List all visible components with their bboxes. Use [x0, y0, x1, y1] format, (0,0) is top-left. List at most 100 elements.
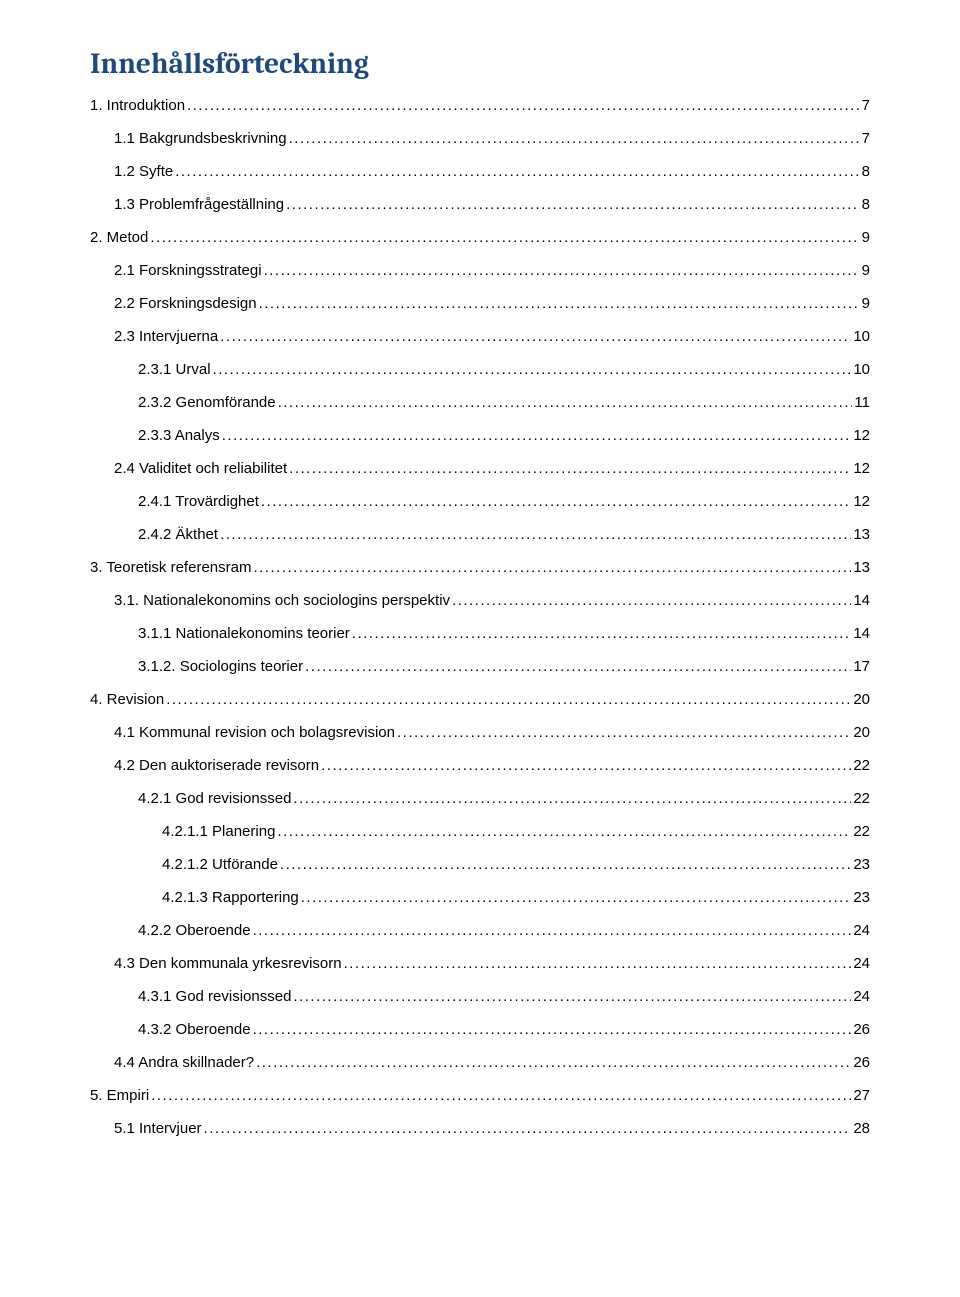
toc-entry[interactable]: 4.2 Den auktoriserade revisorn22 [90, 755, 870, 776]
toc-entry[interactable]: 4.2.1 God revisionssed22 [90, 788, 870, 809]
toc-entry-leader [151, 1085, 851, 1106]
toc-entry-label: 1.3 Problemfrågeställning [114, 194, 284, 215]
toc-entry-leader [321, 755, 851, 776]
toc-entry-leader [278, 392, 853, 413]
toc-entry-leader [280, 854, 851, 875]
toc-entry-page: 20 [853, 689, 870, 710]
toc-entry[interactable]: 5. Empiri27 [90, 1085, 870, 1106]
toc-entry[interactable]: 2.3.2 Genomförande 11 [90, 392, 870, 413]
toc-entry-page: 22 [853, 788, 870, 809]
toc-entry[interactable]: 4.2.2 Oberoende24 [90, 920, 870, 941]
toc-entry-leader [187, 95, 860, 116]
toc-entry-label: 2.3.3 Analys [138, 425, 220, 446]
toc-entry[interactable]: 4.3.2 Oberoende26 [90, 1019, 870, 1040]
toc-entry-leader [253, 557, 851, 578]
toc-entry-page: 28 [853, 1118, 870, 1139]
toc-entry-leader [293, 788, 851, 809]
toc-entry-leader [286, 194, 860, 215]
toc-entry-label: 2.4.2 Äkthet [138, 524, 218, 545]
toc-entry[interactable]: 4.3 Den kommunala yrkesrevisorn24 [90, 953, 870, 974]
toc-entry-leader [204, 1118, 852, 1139]
toc-entry-page: 10 [853, 359, 870, 380]
toc-entry[interactable]: 3.1.2. Sociologins teorier17 [90, 656, 870, 677]
toc-entry-page: 8 [862, 161, 870, 182]
toc-entry[interactable]: 2.4 Validitet och reliabilitet 12 [90, 458, 870, 479]
toc-entry[interactable]: 2.3.3 Analys12 [90, 425, 870, 446]
toc-list: 1. Introduktion71.1 Bakgrundsbeskrivning… [90, 95, 870, 1139]
toc-entry-leader [222, 425, 852, 446]
toc-entry-label: 2.2 Forskningsdesign [114, 293, 257, 314]
toc-entry-page: 12 [853, 491, 870, 512]
toc-entry-label: 2. Metod [90, 227, 148, 248]
toc-entry[interactable]: 3. Teoretisk referensram13 [90, 557, 870, 578]
toc-entry-leader [305, 656, 851, 677]
toc-entry-label: 1.2 Syfte [114, 161, 173, 182]
toc-entry-label: 3.1. Nationalekonomins och sociologins p… [114, 590, 450, 611]
toc-entry-label: 4.4 Andra skillnader? [114, 1052, 254, 1073]
toc-entry-label: 5. Empiri [90, 1085, 149, 1106]
toc-entry-label: 4.2.1.3 Rapportering [162, 887, 299, 908]
toc-entry-page: 12 [853, 458, 870, 479]
toc-entry-leader [452, 590, 851, 611]
toc-entry-page: 23 [853, 887, 870, 908]
toc-entry-label: 2.4 Validitet och reliabilitet [114, 458, 287, 479]
toc-entry[interactable]: 2.4.2 Äkthet13 [90, 524, 870, 545]
toc-entry-page: 11 [854, 392, 870, 413]
toc-entry-leader [397, 722, 851, 743]
toc-entry-label: 1. Introduktion [90, 95, 185, 116]
toc-entry[interactable]: 1.1 Bakgrundsbeskrivning7 [90, 128, 870, 149]
toc-entry-label: 4.2.1.2 Utförande [162, 854, 278, 875]
toc-entry-page: 9 [862, 293, 870, 314]
toc-entry-page: 9 [862, 227, 870, 248]
toc-entry-leader [261, 491, 851, 512]
toc-entry[interactable]: 1. Introduktion7 [90, 95, 870, 116]
toc-entry-leader [166, 689, 851, 710]
toc-entry-label: 2.3.2 Genomförande [138, 392, 276, 413]
toc-entry-label: 4.3.1 God revisionssed [138, 986, 291, 1007]
toc-entry-label: 2.1 Forskningsstrategi [114, 260, 262, 281]
toc-entry[interactable]: 3.1. Nationalekonomins och sociologins p… [90, 590, 870, 611]
toc-entry-page: 20 [853, 722, 870, 743]
toc-entry[interactable]: 2.3 Intervjuerna10 [90, 326, 870, 347]
toc-entry[interactable]: 4.4 Andra skillnader? 26 [90, 1052, 870, 1073]
toc-entry[interactable]: 2.2 Forskningsdesign 9 [90, 293, 870, 314]
toc-entry-leader [264, 260, 860, 281]
toc-entry[interactable]: 4.1 Kommunal revision och bolagsrevision… [90, 722, 870, 743]
toc-entry[interactable]: 1.2 Syfte 8 [90, 161, 870, 182]
toc-entry-leader [289, 458, 851, 479]
toc-entry-label: 3. Teoretisk referensram [90, 557, 251, 578]
toc-entry-page: 7 [862, 128, 870, 149]
toc-entry-label: 4.1 Kommunal revision och bolagsrevision [114, 722, 395, 743]
toc-entry[interactable]: 4.2.1.1 Planering22 [90, 821, 870, 842]
toc-entry[interactable]: 1.3 Problemfrågeställning 8 [90, 194, 870, 215]
toc-entry[interactable]: 4.2.1.3 Rapportering 23 [90, 887, 870, 908]
toc-entry-page: 14 [853, 590, 870, 611]
toc-entry-leader [289, 128, 860, 149]
toc-entry[interactable]: 5.1 Intervjuer 28 [90, 1118, 870, 1139]
toc-entry[interactable]: 4.2.1.2 Utförande23 [90, 854, 870, 875]
toc-entry[interactable]: 3.1.1 Nationalekonomins teorier14 [90, 623, 870, 644]
toc-entry-leader [253, 920, 852, 941]
toc-title: Innehållsförteckning [90, 48, 870, 81]
toc-entry-label: 3.1.1 Nationalekonomins teorier [138, 623, 350, 644]
toc-entry[interactable]: 2. Metod 9 [90, 227, 870, 248]
toc-entry-label: 5.1 Intervjuer [114, 1118, 202, 1139]
toc-entry-label: 4. Revision [90, 689, 164, 710]
toc-entry-page: 10 [853, 326, 870, 347]
toc-entry[interactable]: 4. Revision 20 [90, 689, 870, 710]
toc-entry[interactable]: 2.4.1 Trovärdighet 12 [90, 491, 870, 512]
toc-entry-leader [301, 887, 852, 908]
toc-entry-page: 9 [862, 260, 870, 281]
toc-entry-leader [213, 359, 852, 380]
toc-entry-page: 26 [853, 1052, 870, 1073]
toc-entry-label: 2.4.1 Trovärdighet [138, 491, 259, 512]
toc-entry[interactable]: 4.3.1 God revisionssed24 [90, 986, 870, 1007]
toc-entry-leader [256, 1052, 851, 1073]
toc-entry-page: 24 [853, 953, 870, 974]
toc-entry[interactable]: 2.1 Forskningsstrategi 9 [90, 260, 870, 281]
toc-entry-page: 8 [862, 194, 870, 215]
toc-entry-leader [253, 1019, 852, 1040]
toc-entry[interactable]: 2.3.1 Urval10 [90, 359, 870, 380]
toc-entry-leader [277, 821, 851, 842]
toc-entry-leader [259, 293, 860, 314]
